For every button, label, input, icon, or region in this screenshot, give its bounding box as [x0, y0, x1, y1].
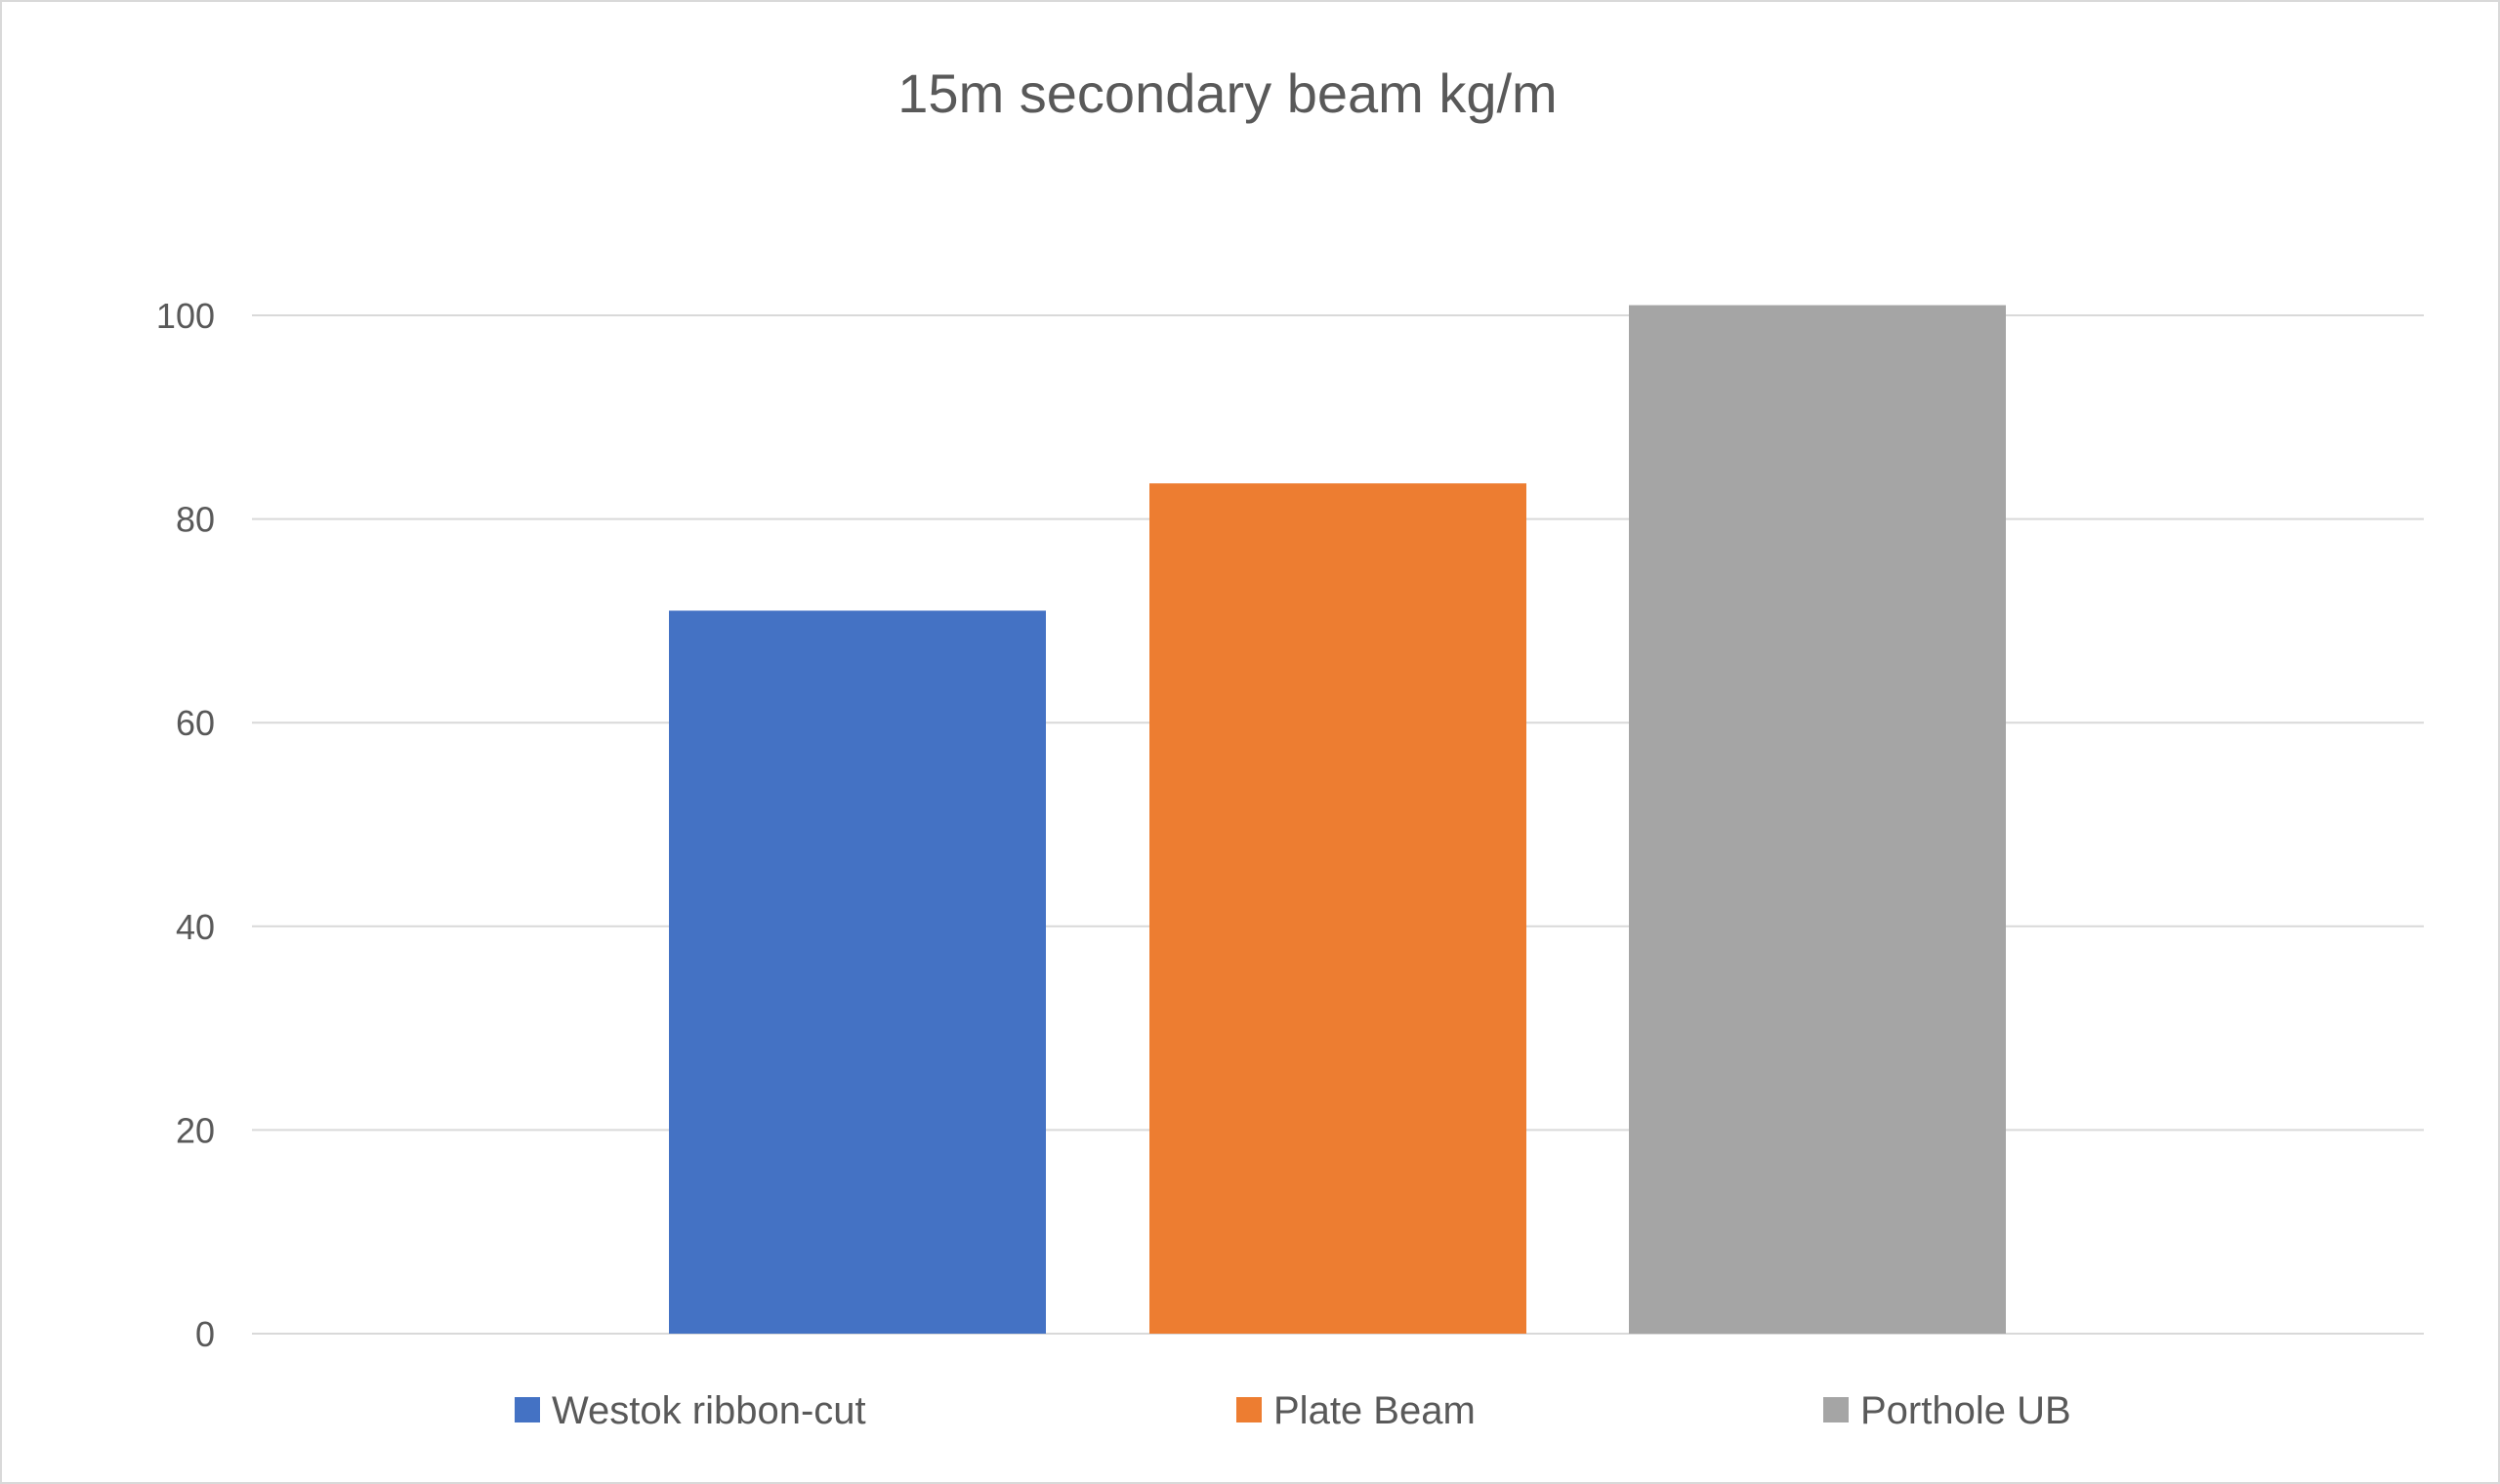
- bar-westok-ribbon-cut[interactable]: [669, 610, 1046, 1334]
- legend-swatch: [1236, 1397, 1262, 1422]
- legend-item-plate-beam[interactable]: Plate Beam: [1236, 1389, 1476, 1432]
- legend-swatch: [515, 1397, 540, 1422]
- legend-swatch: [1823, 1397, 1849, 1422]
- legend-item-westok-ribbon-cut[interactable]: Westok ribbon-cut: [515, 1389, 866, 1432]
- y-tick-label: 100: [156, 296, 215, 336]
- y-axis-tick-labels: 0 20 40 60 80 100: [156, 296, 215, 1354]
- y-tick-label: 20: [176, 1110, 215, 1150]
- y-tick-label: 80: [176, 500, 215, 540]
- legend-item-porthole-ub[interactable]: Porthole UB: [1823, 1389, 2071, 1432]
- y-tick-label: 0: [195, 1314, 215, 1354]
- chart-title: 15m secondary beam kg/m: [897, 62, 1557, 124]
- bar-plate-beam[interactable]: [1149, 483, 1526, 1335]
- bars: [669, 305, 2006, 1335]
- bar-porthole-ub[interactable]: [1629, 305, 2006, 1334]
- legend-label: Plate Beam: [1273, 1389, 1476, 1432]
- y-tick-label: 40: [176, 907, 215, 947]
- legend-label: Porthole UB: [1860, 1389, 2071, 1432]
- legend[interactable]: Westok ribbon-cut Plate Beam Porthole UB: [515, 1389, 2071, 1432]
- legend-label: Westok ribbon-cut: [552, 1389, 866, 1432]
- y-tick-label: 60: [176, 703, 215, 743]
